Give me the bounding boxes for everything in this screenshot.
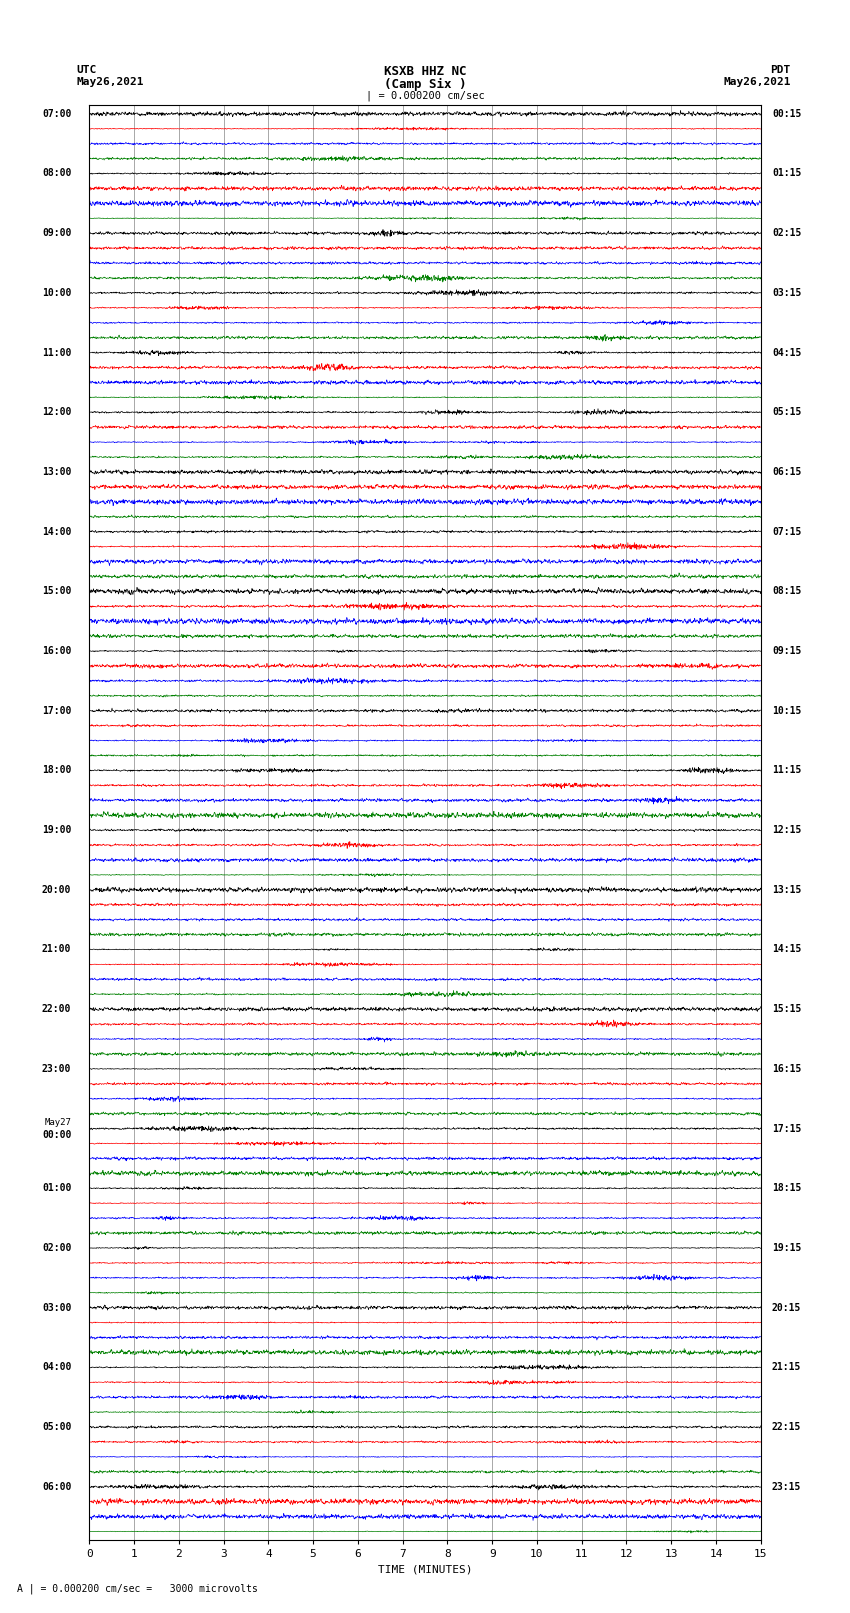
Text: May26,2021: May26,2021: [723, 77, 791, 87]
Text: 22:00: 22:00: [42, 1005, 71, 1015]
Text: 14:00: 14:00: [42, 526, 71, 537]
Text: 17:00: 17:00: [42, 706, 71, 716]
Text: 19:15: 19:15: [772, 1244, 802, 1253]
Text: 20:15: 20:15: [772, 1303, 802, 1313]
Text: May27: May27: [44, 1118, 71, 1127]
Text: 03:15: 03:15: [772, 287, 802, 298]
Text: 02:00: 02:00: [42, 1244, 71, 1253]
Text: | = 0.000200 cm/sec: | = 0.000200 cm/sec: [366, 90, 484, 102]
Text: 17:15: 17:15: [772, 1124, 802, 1134]
Text: 07:15: 07:15: [772, 526, 802, 537]
Text: 11:00: 11:00: [42, 347, 71, 358]
X-axis label: TIME (MINUTES): TIME (MINUTES): [377, 1565, 473, 1574]
Text: 16:15: 16:15: [772, 1065, 802, 1074]
Text: 23:15: 23:15: [772, 1482, 802, 1492]
Text: 18:15: 18:15: [772, 1184, 802, 1194]
Text: 05:15: 05:15: [772, 406, 802, 418]
Text: 21:00: 21:00: [42, 945, 71, 955]
Text: 09:00: 09:00: [42, 227, 71, 239]
Text: (Camp Six ): (Camp Six ): [383, 77, 467, 90]
Text: 00:15: 00:15: [772, 108, 802, 119]
Text: 18:00: 18:00: [42, 766, 71, 776]
Text: 23:00: 23:00: [42, 1065, 71, 1074]
Text: 11:15: 11:15: [772, 766, 802, 776]
Text: 01:15: 01:15: [772, 168, 802, 179]
Text: 07:00: 07:00: [42, 108, 71, 119]
Text: 13:00: 13:00: [42, 466, 71, 477]
Text: 06:15: 06:15: [772, 466, 802, 477]
Text: 21:15: 21:15: [772, 1363, 802, 1373]
Text: 00:00: 00:00: [42, 1131, 71, 1140]
Text: 16:00: 16:00: [42, 647, 71, 656]
Text: 01:00: 01:00: [42, 1184, 71, 1194]
Text: 03:00: 03:00: [42, 1303, 71, 1313]
Text: 19:00: 19:00: [42, 826, 71, 836]
Text: 10:15: 10:15: [772, 706, 802, 716]
Text: 15:15: 15:15: [772, 1005, 802, 1015]
Text: 20:00: 20:00: [42, 886, 71, 895]
Text: 02:15: 02:15: [772, 227, 802, 239]
Text: 22:15: 22:15: [772, 1423, 802, 1432]
Text: 09:15: 09:15: [772, 647, 802, 656]
Text: PDT: PDT: [770, 65, 790, 74]
Text: 14:15: 14:15: [772, 945, 802, 955]
Text: 15:00: 15:00: [42, 587, 71, 597]
Text: 08:00: 08:00: [42, 168, 71, 179]
Text: UTC: UTC: [76, 65, 97, 74]
Text: 05:00: 05:00: [42, 1423, 71, 1432]
Text: 04:00: 04:00: [42, 1363, 71, 1373]
Text: 06:00: 06:00: [42, 1482, 71, 1492]
Text: 08:15: 08:15: [772, 587, 802, 597]
Text: May26,2021: May26,2021: [76, 77, 144, 87]
Text: KSXB HHZ NC: KSXB HHZ NC: [383, 65, 467, 77]
Text: 12:15: 12:15: [772, 826, 802, 836]
Text: 12:00: 12:00: [42, 406, 71, 418]
Text: A | = 0.000200 cm/sec =   3000 microvolts: A | = 0.000200 cm/sec = 3000 microvolts: [17, 1582, 258, 1594]
Text: 04:15: 04:15: [772, 347, 802, 358]
Text: 10:00: 10:00: [42, 287, 71, 298]
Text: 13:15: 13:15: [772, 886, 802, 895]
